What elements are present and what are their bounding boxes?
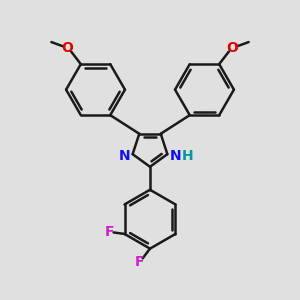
Text: H: H [182, 148, 194, 163]
Text: F: F [104, 225, 114, 239]
Text: O: O [61, 41, 74, 55]
Text: O: O [226, 41, 238, 55]
Text: N: N [118, 148, 130, 163]
Text: N: N [170, 148, 182, 163]
Text: F: F [135, 255, 144, 269]
